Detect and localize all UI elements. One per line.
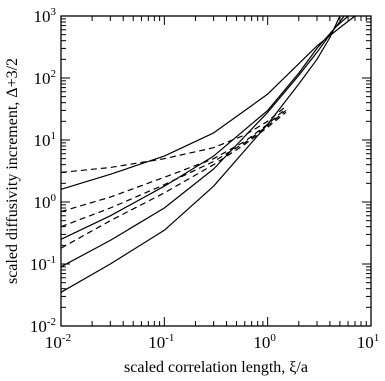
plot-frame [60,15,372,327]
series-line-2 [60,15,349,240]
y-tick-label: 102 [34,68,57,88]
series-line-1 [60,15,356,190]
series-line-5 [60,105,287,173]
y-axis-label: scaled diffusivity increment, Δ+3/2 [4,58,21,284]
y-tick-label: 10-2 [30,316,56,336]
x-tick-label: 101 [357,332,380,352]
labels-layer: scaled correlation length, ξ/a scaled di… [4,58,308,376]
ticks-layer: 10-2 10-1 100 101 10-2 10-1 100 101 102 103 [30,6,379,352]
series-line-6 [60,108,287,213]
x-tick-label: 10-1 [148,332,174,352]
x-tick-label: 100 [253,332,276,352]
y-tick-label: 10-1 [30,254,56,274]
y-tick-label: 103 [34,6,57,26]
series-line-4 [60,15,341,293]
series-line-3 [60,15,345,268]
series-line-8 [60,111,287,249]
x-tick-label: 10-2 [45,332,71,352]
y-tick-label: 101 [34,130,57,150]
y-tick-label: 100 [34,192,57,212]
series-layer [60,15,356,293]
x-axis-label: scaled correlation length, ξ/a [124,359,308,376]
series-line-7 [60,109,287,228]
